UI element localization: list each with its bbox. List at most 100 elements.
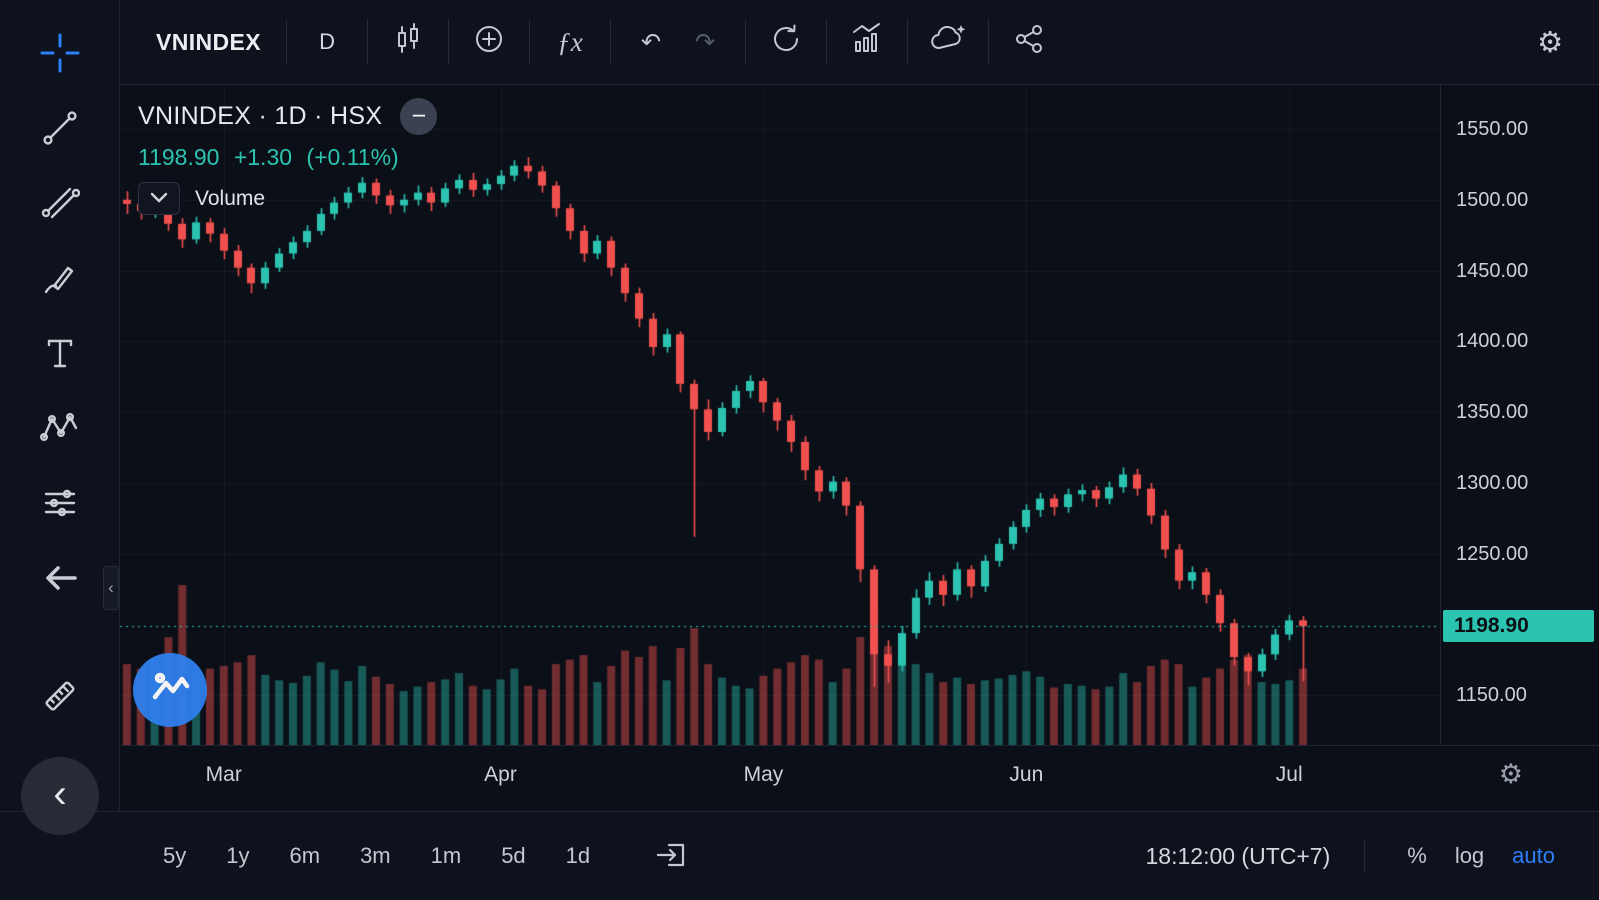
range-button-5y[interactable]: 5y xyxy=(150,837,199,875)
plus-circle-icon xyxy=(471,21,507,64)
last-price-tag: 1198.90 xyxy=(1443,610,1594,643)
compare-button[interactable] xyxy=(462,14,516,70)
toolbar-divider xyxy=(826,19,828,65)
time-axis-labels: Mar Apr May Jun Jul xyxy=(120,746,1599,811)
brush-tool-button[interactable] xyxy=(27,249,93,309)
toolbar-divider xyxy=(448,19,450,65)
price-tick: 1250.00 xyxy=(1456,542,1529,565)
range-button-1y[interactable]: 1y xyxy=(213,837,262,875)
crosshair-tool-button[interactable] xyxy=(27,24,93,84)
range-button-5d[interactable]: 5d xyxy=(488,837,538,875)
legend-symbol-title: VNINDEX · 1D · HSX xyxy=(138,102,383,130)
text-tool-button[interactable] xyxy=(27,324,93,384)
volume-indicator-label: Volume xyxy=(195,186,266,210)
top-toolbar: VNINDEX D ƒx ↶ xyxy=(120,0,1599,85)
time-tick-Apr: Apr xyxy=(484,763,517,786)
broker-logo xyxy=(133,653,207,727)
chart-style-button[interactable] xyxy=(381,14,435,70)
range-buttons: 5y 1y 6m 3m 1m 5d 1d xyxy=(150,837,603,875)
toolbar-divider xyxy=(286,19,288,65)
forecast-tool-button[interactable] xyxy=(27,474,93,534)
gear-icon: ⚙ xyxy=(1537,26,1563,59)
redo-button[interactable]: ↷ xyxy=(678,14,732,70)
ruler-icon xyxy=(39,675,81,720)
toolbar-divider xyxy=(367,19,369,65)
last-price-value: 1198.90 xyxy=(138,144,220,170)
legend-collapse-button[interactable]: − xyxy=(400,98,438,135)
bottom-toolbar: 5y 1y 6m 3m 1m 5d 1d 18:12:00 (UTC+7) % log au… xyxy=(0,811,1599,900)
toolbar-divider xyxy=(529,19,531,65)
volume-expand-button[interactable] xyxy=(138,182,180,215)
price-change-value: +1.30 xyxy=(233,144,293,170)
undo-icon: ↶ xyxy=(640,28,662,56)
mountain-logo-icon xyxy=(145,663,195,718)
panel-collapse-button[interactable]: ‹ xyxy=(21,757,99,835)
indicators-button[interactable]: ƒx xyxy=(543,14,597,70)
range-button-6m[interactable]: 6m xyxy=(277,837,334,875)
pattern-tool-button[interactable] xyxy=(27,399,93,459)
toolbar-divider xyxy=(610,19,612,65)
time-tick-Jul: Jul xyxy=(1275,763,1303,786)
cloud-save-button[interactable] xyxy=(921,14,975,70)
toolbar-divider xyxy=(907,19,909,65)
sidebar-collapse-handle[interactable]: ‹ xyxy=(103,566,119,610)
settings-button[interactable]: ⚙ xyxy=(1523,14,1577,70)
symbol-button[interactable]: VNINDEX xyxy=(144,14,273,70)
price-tick: 1400.00 xyxy=(1456,330,1529,353)
time-tick-Jun: Jun xyxy=(1009,763,1044,786)
indicator-template-button[interactable] xyxy=(840,14,894,70)
range-button-3m[interactable]: 3m xyxy=(347,837,404,875)
auto-scale-button[interactable]: auto xyxy=(1498,839,1569,873)
bar-replay-button[interactable] xyxy=(759,14,813,70)
price-tick: 1350.00 xyxy=(1456,401,1529,424)
percent-scale-button[interactable]: % xyxy=(1393,839,1441,873)
go-to-date-icon xyxy=(655,837,691,876)
price-tick: 1300.00 xyxy=(1456,471,1529,494)
price-tick: 1500.00 xyxy=(1456,188,1529,211)
price-tick: 1150.00 xyxy=(1456,684,1527,707)
xabcd-pattern-icon xyxy=(39,408,81,451)
clock-timezone-button[interactable]: 18:12:00 (UTC+7) xyxy=(1140,842,1337,871)
redo-icon: ↷ xyxy=(694,28,716,56)
arrow-left-icon xyxy=(39,558,81,601)
share-icon xyxy=(1012,22,1046,63)
footer-divider xyxy=(1364,840,1366,872)
share-button[interactable] xyxy=(1002,14,1056,70)
time-tick-May: May xyxy=(743,763,784,786)
gann-fib-tool-button[interactable] xyxy=(27,174,93,234)
price-axis[interactable]: 1198.90 1550.00 1500.00 1450.00 1400.00 1350… xyxy=(1440,85,1599,745)
time-axis[interactable]: Mar Apr May Jun Jul ⚙ xyxy=(120,745,1599,811)
price-tick: 1550.00 xyxy=(1456,117,1529,140)
undo-button[interactable]: ↶ xyxy=(624,14,678,70)
time-tick-Mar: Mar xyxy=(205,763,242,786)
chevron-down-icon xyxy=(150,191,168,206)
price-chart-canvas[interactable] xyxy=(120,85,1440,745)
chart-area: VNINDEX · 1D · HSX − 1198.90 +1.30 (+0.1… xyxy=(120,85,1440,745)
range-button-1m[interactable]: 1m xyxy=(418,837,475,875)
drawing-toolbar xyxy=(0,0,120,811)
legend-price-row: 1198.90 +1.30 (+0.11%) xyxy=(138,144,437,171)
price-change-percent: (+0.11%) xyxy=(306,144,399,170)
gann-fib-icon xyxy=(40,183,80,226)
candlestick-icon xyxy=(391,22,425,63)
measure-tool-button[interactable] xyxy=(27,667,93,727)
replay-circular-arrow-icon xyxy=(768,21,804,64)
text-tool-icon xyxy=(40,333,80,376)
go-to-date-button[interactable] xyxy=(649,834,697,878)
trend-line-tool-button[interactable] xyxy=(27,99,93,159)
brush-icon xyxy=(40,258,80,301)
time-axis-settings-button[interactable]: ⚙ xyxy=(1493,758,1529,791)
cloud-icon xyxy=(928,21,968,64)
crosshair-icon xyxy=(38,31,82,78)
interval-button[interactable]: D xyxy=(300,14,354,70)
fx-indicators-icon: ƒx xyxy=(557,26,583,57)
arrow-tool-button[interactable] xyxy=(27,549,93,609)
log-scale-button[interactable]: log xyxy=(1441,839,1498,873)
trend-line-icon xyxy=(40,108,80,151)
range-button-1d[interactable]: 1d xyxy=(553,837,603,875)
chart-stats-icon xyxy=(849,21,885,64)
toolbar-divider xyxy=(988,19,990,65)
forecast-sliders-icon xyxy=(40,483,80,526)
price-tick: 1450.00 xyxy=(1456,259,1529,282)
